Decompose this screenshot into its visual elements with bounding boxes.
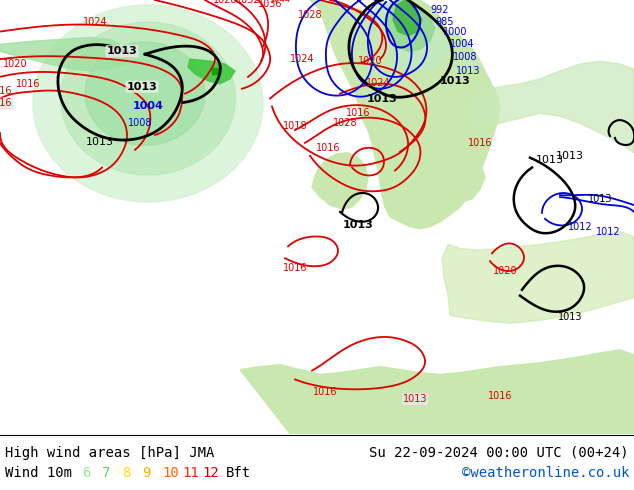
Text: 1013: 1013 (127, 82, 157, 92)
Text: 1013: 1013 (342, 220, 373, 230)
Text: 7: 7 (102, 466, 110, 480)
Polygon shape (387, 0, 435, 51)
Text: 1016: 1016 (316, 143, 340, 153)
Polygon shape (310, 0, 500, 229)
Text: 1013: 1013 (536, 155, 564, 165)
Text: 1012: 1012 (567, 221, 592, 232)
Text: Wind 10m: Wind 10m (5, 466, 72, 480)
Text: 6: 6 (82, 466, 91, 480)
Text: 1028: 1028 (212, 0, 237, 5)
Text: 1018: 1018 (283, 121, 307, 131)
Text: 1024: 1024 (366, 78, 391, 88)
Text: 11: 11 (182, 466, 198, 480)
Text: ©weatheronline.co.uk: ©weatheronline.co.uk (462, 466, 629, 480)
Text: 985: 985 (436, 17, 454, 26)
Text: 1032: 1032 (236, 0, 261, 5)
Text: 1013: 1013 (403, 394, 427, 404)
Text: 8: 8 (122, 466, 131, 480)
Text: 1016: 1016 (0, 98, 12, 108)
Polygon shape (372, 0, 450, 71)
Text: 1016: 1016 (0, 86, 12, 96)
Text: 1013: 1013 (86, 137, 114, 147)
Polygon shape (240, 350, 634, 434)
Text: 1024: 1024 (290, 54, 314, 64)
Text: 12: 12 (202, 466, 219, 480)
Ellipse shape (60, 22, 235, 175)
Polygon shape (332, 0, 445, 45)
Text: 1013: 1013 (456, 66, 480, 76)
Polygon shape (442, 232, 634, 323)
Text: 1004: 1004 (450, 39, 474, 49)
Polygon shape (393, 0, 422, 35)
Text: 1004: 1004 (133, 101, 164, 111)
Text: 1013: 1013 (107, 46, 138, 56)
Polygon shape (0, 37, 130, 71)
Text: 9: 9 (142, 466, 150, 480)
Text: 1016: 1016 (468, 138, 492, 148)
Text: 1013: 1013 (588, 194, 612, 204)
Text: Bft: Bft (226, 466, 251, 480)
Text: Su 22-09-2024 00:00 UTC (00+24): Su 22-09-2024 00:00 UTC (00+24) (370, 446, 629, 460)
Ellipse shape (85, 42, 205, 146)
Text: 992: 992 (430, 5, 450, 15)
Text: 1013: 1013 (556, 151, 584, 161)
Polygon shape (465, 61, 634, 153)
Text: 1028: 1028 (333, 118, 358, 128)
Ellipse shape (33, 5, 263, 202)
Polygon shape (188, 59, 235, 84)
Text: 1036: 1036 (258, 0, 282, 9)
Text: 10: 10 (162, 466, 179, 480)
Text: 1013: 1013 (439, 76, 470, 86)
Text: 1020: 1020 (493, 266, 517, 276)
Text: 1028: 1028 (298, 10, 322, 20)
Polygon shape (390, 174, 413, 225)
Text: 1024: 1024 (82, 17, 107, 26)
Text: 1016: 1016 (283, 263, 307, 273)
Text: 1020: 1020 (358, 56, 382, 66)
Polygon shape (312, 153, 368, 209)
Text: 1013: 1013 (366, 94, 398, 103)
Text: 1008: 1008 (127, 118, 152, 128)
Text: 1012: 1012 (596, 226, 620, 237)
Text: 1000: 1000 (443, 26, 467, 37)
Text: 1016: 1016 (346, 108, 370, 119)
Text: 1008: 1008 (453, 52, 477, 62)
Text: 1016: 1016 (16, 79, 40, 89)
Text: 1013: 1013 (558, 312, 582, 322)
Polygon shape (440, 156, 485, 202)
Text: 1044: 1044 (269, 0, 290, 4)
Text: 1016: 1016 (313, 387, 337, 397)
Text: 1016: 1016 (488, 391, 512, 401)
Text: 1020: 1020 (3, 59, 27, 69)
Text: High wind areas [hPa] JMA: High wind areas [hPa] JMA (5, 446, 214, 460)
